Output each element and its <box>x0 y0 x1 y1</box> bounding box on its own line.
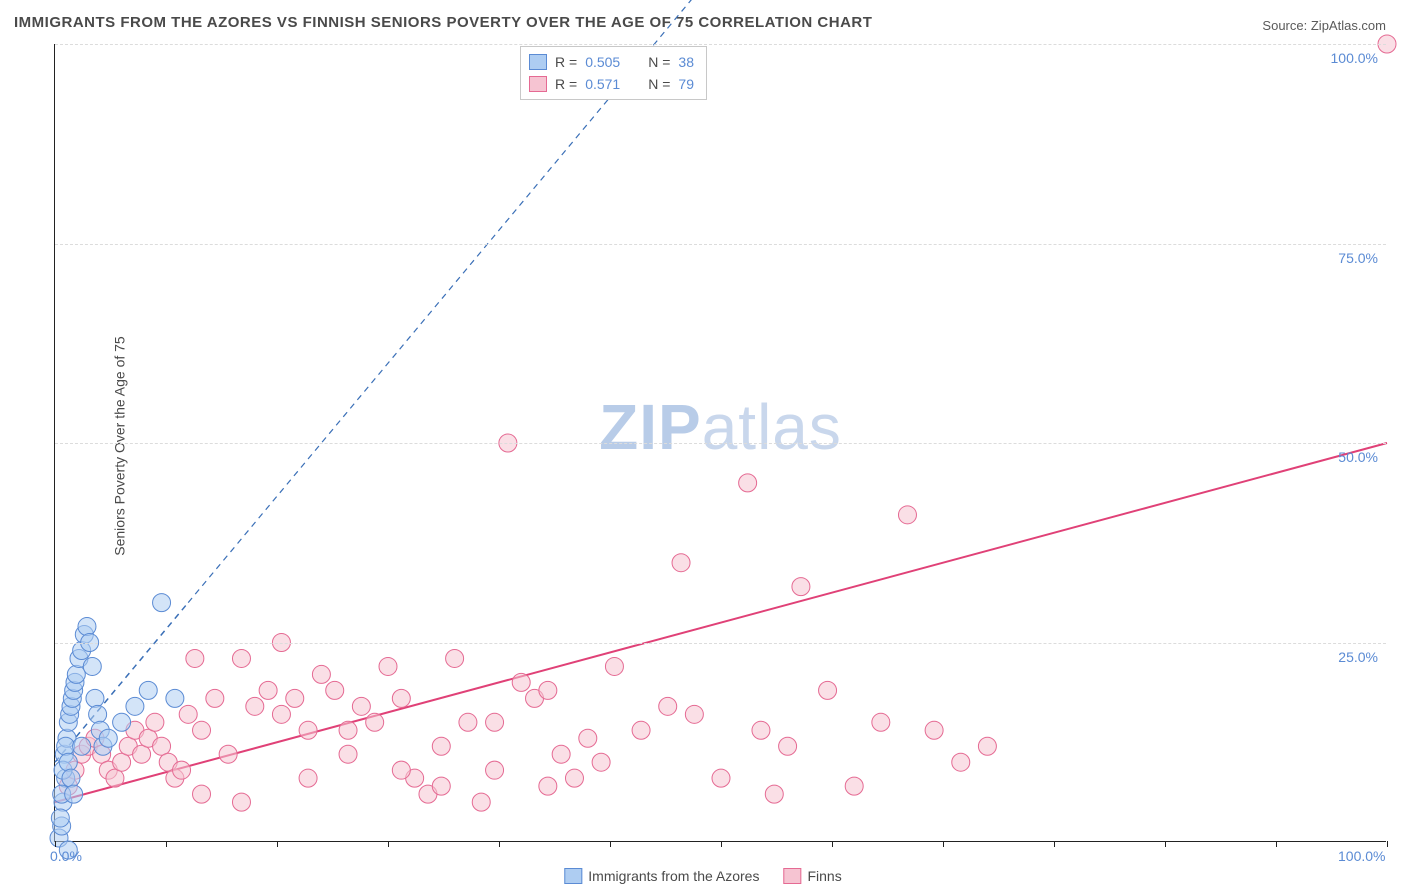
legend-n-label: N = <box>648 76 670 92</box>
x-tick <box>721 841 722 847</box>
legend-r-label: R = <box>555 76 577 92</box>
x-tick <box>1276 841 1277 847</box>
x-tick <box>610 841 611 847</box>
grid-line <box>55 643 1386 644</box>
legend-swatch <box>783 868 801 884</box>
x-tick <box>277 841 278 847</box>
legend-n-value: 38 <box>678 54 694 70</box>
legend-row: R = 0.571 N = 79 <box>529 73 694 95</box>
grid-line <box>55 44 1386 45</box>
source-value: ZipAtlas.com <box>1311 18 1386 33</box>
y-tick-label: 50.0% <box>1338 449 1378 465</box>
y-tick-label: 100.0% <box>1331 50 1378 66</box>
legend-r-label: R = <box>555 54 577 70</box>
correlation-legend: R = 0.505 N = 38 R = 0.571 N = 79 <box>520 46 707 100</box>
chart-title: IMMIGRANTS FROM THE AZORES VS FINNISH SE… <box>14 14 872 31</box>
grid-line <box>55 244 1386 245</box>
series-legend: Immigrants from the Azores Finns <box>564 868 841 884</box>
x-tick <box>832 841 833 847</box>
x-tick <box>55 841 56 847</box>
legend-item: Immigrants from the Azores <box>564 868 759 884</box>
x-tick <box>943 841 944 847</box>
legend-label: Finns <box>807 868 841 884</box>
y-tick-label: 75.0% <box>1338 250 1378 266</box>
legend-r-value: 0.571 <box>585 76 620 92</box>
x-tick <box>1165 841 1166 847</box>
legend-swatch <box>564 868 582 884</box>
legend-item: Finns <box>783 868 841 884</box>
legend-n-value: 79 <box>678 76 694 92</box>
legend-n-label: N = <box>648 54 670 70</box>
grid-line <box>55 443 1386 444</box>
source-label: Source: <box>1262 18 1307 33</box>
x-tick-label: 0.0% <box>50 848 82 864</box>
legend-label: Immigrants from the Azores <box>588 868 759 884</box>
source-attribution: Source: ZipAtlas.com <box>1262 18 1386 33</box>
x-tick <box>388 841 389 847</box>
legend-r-value: 0.505 <box>585 54 620 70</box>
x-tick <box>1054 841 1055 847</box>
legend-swatch <box>529 54 547 70</box>
legend-row: R = 0.505 N = 38 <box>529 51 694 73</box>
x-tick <box>499 841 500 847</box>
plot-area: ZIPatlas 25.0%50.0%75.0%100.0% <box>54 44 1386 842</box>
x-tick-label: 100.0% <box>1338 848 1385 864</box>
y-tick-label: 25.0% <box>1338 649 1378 665</box>
x-tick <box>1387 841 1388 847</box>
x-tick <box>166 841 167 847</box>
legend-swatch <box>529 76 547 92</box>
